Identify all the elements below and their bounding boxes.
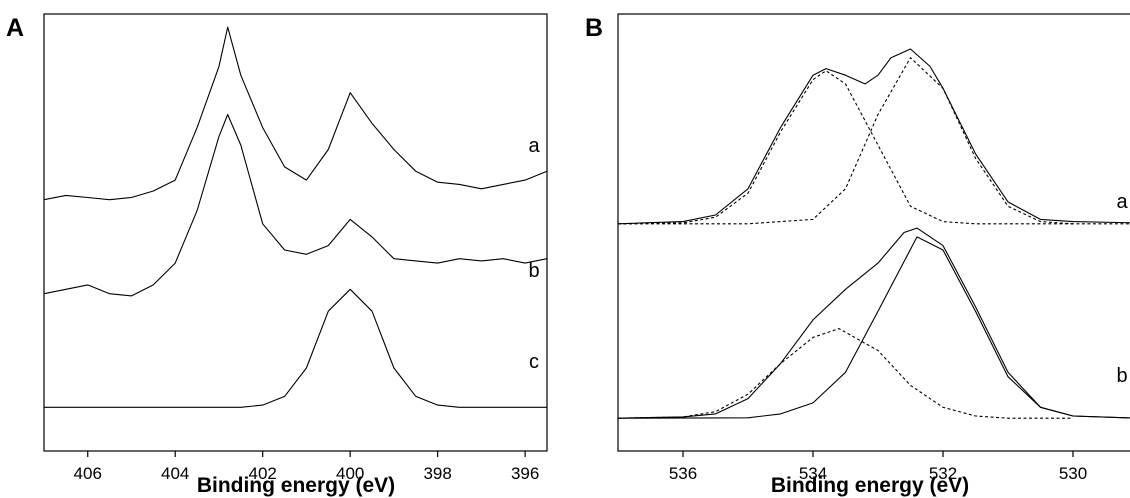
- x-tick-label: 530: [1059, 464, 1087, 483]
- panel-b-x-axis: 536 534 532 530: [669, 451, 1087, 483]
- x-tick-label: 400: [336, 464, 364, 483]
- series-b-fit-1-line: [617, 328, 1073, 419]
- series-a-line: [43, 26, 548, 201]
- panel-b-frame: [617, 13, 1130, 452]
- series-a-fit-1-line: [617, 70, 1073, 225]
- series-b-fit-2-line: [617, 236, 1130, 419]
- x-tick-label: 404: [161, 464, 189, 483]
- curve-label-a: a: [1116, 191, 1128, 213]
- series-a-line: [617, 48, 1130, 225]
- panel-a-series: [43, 26, 548, 408]
- curve-label-c: c: [529, 351, 539, 373]
- series-b-line: [43, 113, 548, 297]
- panel-b-curve-labels: ab: [1116, 191, 1128, 387]
- x-tick-label: 536: [669, 464, 697, 483]
- curve-label-b: b: [1116, 365, 1127, 387]
- x-tick-label: 398: [423, 464, 451, 483]
- panel-a-x-axis-title: Binding energy (eV): [197, 474, 395, 497]
- curve-label-b: b: [528, 260, 539, 282]
- panel-a-letter: A: [6, 14, 24, 42]
- panel-a-x-axis: 406 404 402 400 398 396: [74, 451, 539, 483]
- x-tick-label: 396: [511, 464, 539, 483]
- panel-b-letter: B: [585, 14, 603, 42]
- series-b-line: [617, 227, 1130, 419]
- series-c-line: [44, 288, 547, 408]
- panel-b-series: [617, 48, 1130, 419]
- series-a-fit-2-line: [618, 56, 1130, 225]
- x-tick-label: 532: [929, 464, 957, 483]
- panel-b: B 536 534 532 530 ab Binding energy (eV): [585, 13, 1130, 497]
- panel-a: A 406 404 402 400 398 396 a b c Binding energy …: [6, 13, 548, 497]
- x-tick-label: 402: [249, 464, 277, 483]
- panel-a-curve-labels: a b c: [528, 135, 540, 373]
- panel-a-frame: [43, 13, 548, 452]
- curve-label-a: a: [528, 135, 540, 157]
- x-tick-label: 534: [799, 464, 827, 483]
- x-tick-label: 406: [74, 464, 102, 483]
- panel-b-x-axis-title: Binding energy (eV): [771, 474, 969, 497]
